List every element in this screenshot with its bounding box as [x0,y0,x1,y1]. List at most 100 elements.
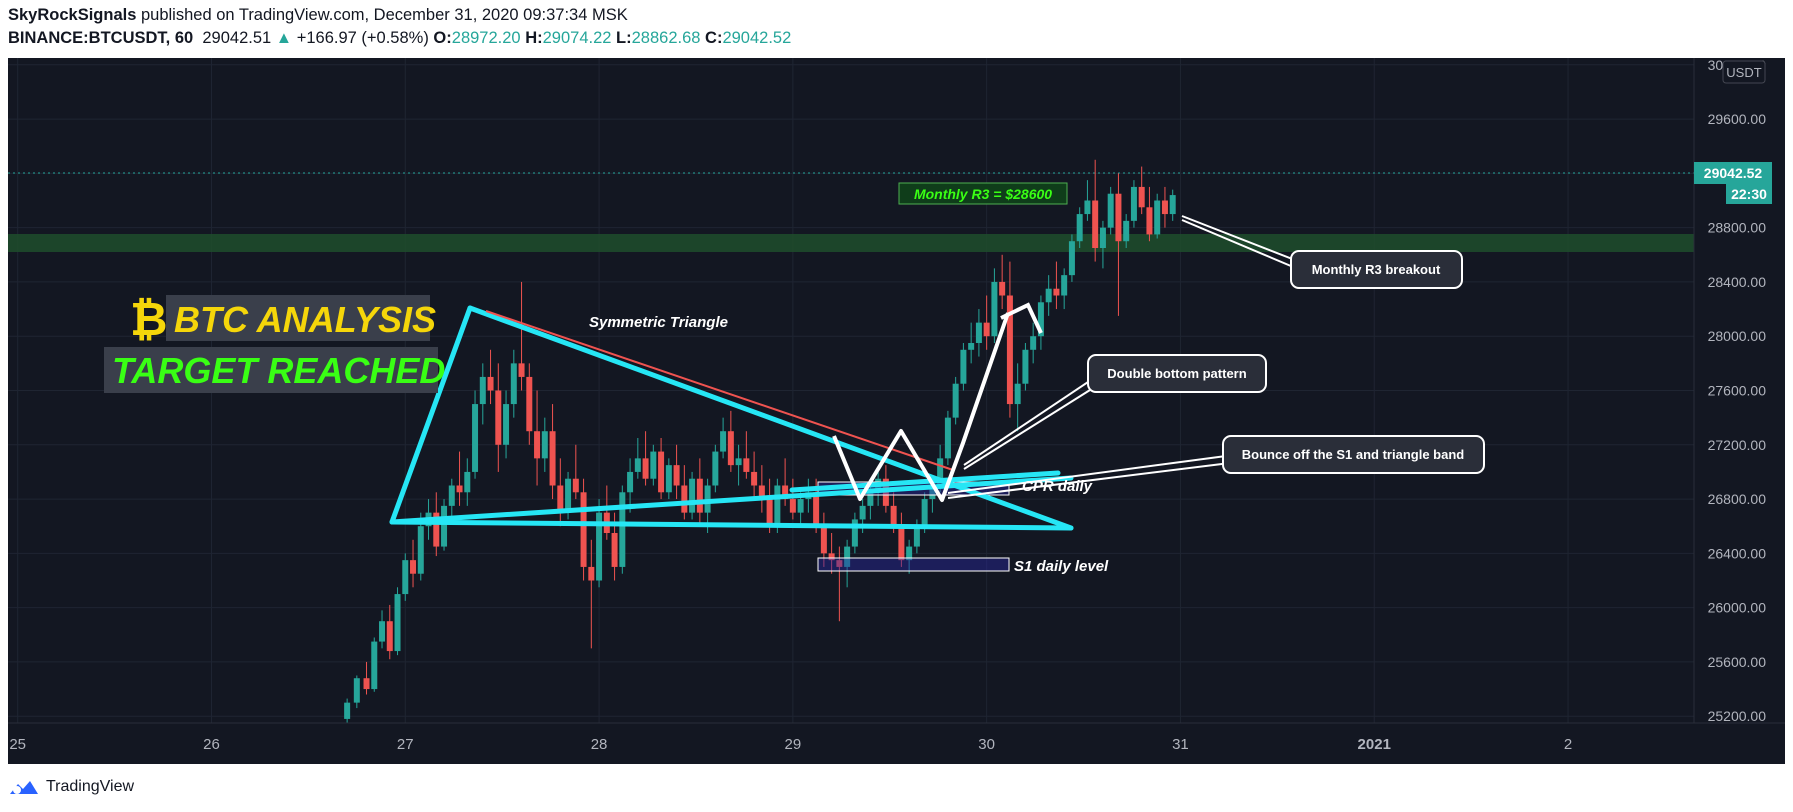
double-bottom-path [832,312,1010,502]
candle-body [534,431,541,459]
s1-daily-label: S1 daily level [1014,558,1109,575]
close-value: 29042.52 [722,29,792,47]
publish-info: SkyRockSignals published on TradingView.… [8,6,628,25]
candle-body [774,485,781,527]
double-bottom-callout-box [1087,354,1267,393]
candle-body [1053,288,1060,296]
candle-body [890,505,897,527]
cpr-daily-label: CPR daily [1022,478,1093,495]
candle-body [363,678,370,690]
candle-body [681,485,688,513]
candle-body [813,492,820,527]
footer: TradingView [8,778,134,796]
price-tick-label: 28800.00 [1708,220,1767,236]
candle-body [1130,186,1137,221]
currency-badge[interactable] [1722,60,1766,84]
up-arrow-icon: ▲ [275,29,293,47]
breakout-arrow-head [1000,302,1043,334]
candle-body [960,349,967,384]
candle-body [1037,302,1044,337]
candle-body [464,471,471,493]
candle-body [386,621,393,652]
candle-body [696,478,703,513]
candle-body [580,492,587,567]
title-box-2 [104,347,438,393]
candle-body [1146,207,1153,235]
candle-body [727,431,734,466]
candle-body [1115,193,1122,242]
candle-body [689,478,696,513]
candle-body [371,641,378,690]
candle-body [1099,227,1106,248]
currency-label: USDT [1726,65,1761,80]
time-tick-label: 27 [397,736,414,753]
candle-body [789,499,796,513]
candle-body [557,485,564,513]
double-bottom-pointer [963,377,1095,466]
candle-body [642,458,649,479]
price-tick-label: 25200.00 [1708,708,1767,724]
low-label: L: [616,29,632,47]
price-tick-label: 28000.00 [1708,328,1767,344]
candle-body [820,526,827,554]
candle-body [758,485,765,500]
candle-body [634,458,641,472]
candle-body [712,451,719,486]
published-text: published on TradingView.com, December 3… [140,6,628,24]
candle-body [379,621,386,642]
candle-body [898,526,905,561]
candle-body [944,417,951,459]
countdown-tag [1726,184,1772,204]
bitcoin-icon: ₿ [130,292,168,346]
candle-body [658,451,665,493]
publisher-name[interactable]: SkyRockSignals [8,6,137,24]
time-tick-label: 2021 [1358,736,1391,753]
price-axis[interactable]: 25200.00 25600.00 26000.00 26400.00 26800.00… [1708,58,1767,724]
candle-body [782,485,789,500]
symbol-label: BINANCE:BTCUSDT, 60 [8,29,194,47]
open-label: O: [433,29,452,47]
monthly-r3-label-box [898,182,1068,205]
candle-body [1107,193,1114,228]
bounce-callout-box [1222,435,1485,474]
candle-body [975,322,982,343]
candle-body [929,485,936,500]
candle-body [913,526,920,547]
candle-body [1068,241,1075,276]
high-label: H: [525,29,543,47]
candle-body [1169,195,1176,215]
candle-body [1061,275,1068,296]
candle-body [673,465,680,486]
candle-body [906,546,913,561]
candle-body [441,505,448,547]
candle-body [1161,200,1168,215]
brand-name[interactable]: TradingView [46,778,135,795]
s1-daily-box [817,557,1010,572]
candle-body [828,553,835,561]
candle-body [952,383,959,418]
current-price-tag [1694,162,1772,184]
chart-canvas[interactable]: Monthly R3 = $28600 Monthly R3 breakout … [8,58,1785,764]
candle-body [503,404,510,445]
candle-body [1022,349,1029,384]
candle-body [665,465,672,493]
title-line-2: TARGET REACHED [112,350,445,391]
candle-body [495,390,502,445]
chart-frame [8,58,1785,764]
candle-body [1084,200,1091,215]
candle-body [859,505,866,520]
candle-body [1006,295,1013,405]
time-axis[interactable]: 25 26 27 28 29 30 31 2021 2 [9,736,1572,753]
candle-body [751,471,758,486]
symmetric-triangle-lines [389,305,1074,531]
candle-body [735,458,742,466]
time-tick-label: 2 [1564,736,1572,753]
candle-body [844,546,851,567]
candle-body [999,281,1006,296]
candle-body [487,376,494,391]
tradingview-logo-icon[interactable] [8,778,40,796]
candle-body [549,431,556,486]
candle-body [1030,336,1037,350]
price-tick-label: 27200.00 [1708,437,1767,453]
symmetric-triangle-label: Symmetric Triangle [589,314,728,331]
